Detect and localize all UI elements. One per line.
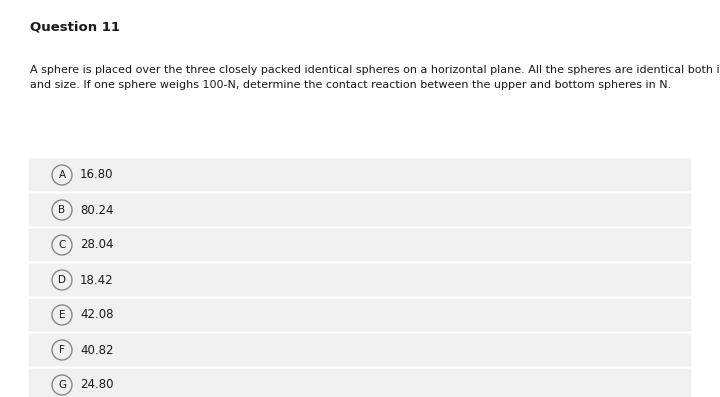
- Text: 42.08: 42.08: [80, 308, 114, 322]
- Text: 24.80: 24.80: [80, 378, 114, 391]
- FancyBboxPatch shape: [29, 229, 691, 262]
- Text: A sphere is placed over the three closely packed identical spheres on a horizont: A sphere is placed over the three closel…: [30, 65, 720, 90]
- Text: 16.80: 16.80: [80, 168, 114, 181]
- FancyBboxPatch shape: [29, 158, 691, 191]
- Circle shape: [52, 375, 72, 395]
- FancyBboxPatch shape: [29, 299, 691, 331]
- Text: D: D: [58, 275, 66, 285]
- Circle shape: [52, 200, 72, 220]
- Circle shape: [52, 305, 72, 325]
- Text: A: A: [58, 170, 66, 180]
- FancyBboxPatch shape: [29, 264, 691, 297]
- FancyBboxPatch shape: [29, 333, 691, 366]
- Text: 18.42: 18.42: [80, 274, 114, 287]
- Text: 40.82: 40.82: [80, 343, 114, 357]
- Text: E: E: [59, 310, 66, 320]
- Text: 80.24: 80.24: [80, 204, 114, 216]
- Circle shape: [52, 270, 72, 290]
- FancyBboxPatch shape: [29, 193, 691, 227]
- Text: C: C: [58, 240, 66, 250]
- Circle shape: [52, 165, 72, 185]
- Text: B: B: [58, 205, 66, 215]
- Text: G: G: [58, 380, 66, 390]
- Text: Question 11: Question 11: [30, 20, 120, 33]
- Circle shape: [52, 340, 72, 360]
- Circle shape: [52, 235, 72, 255]
- Text: F: F: [59, 345, 65, 355]
- FancyBboxPatch shape: [29, 368, 691, 397]
- Text: 28.04: 28.04: [80, 239, 114, 252]
